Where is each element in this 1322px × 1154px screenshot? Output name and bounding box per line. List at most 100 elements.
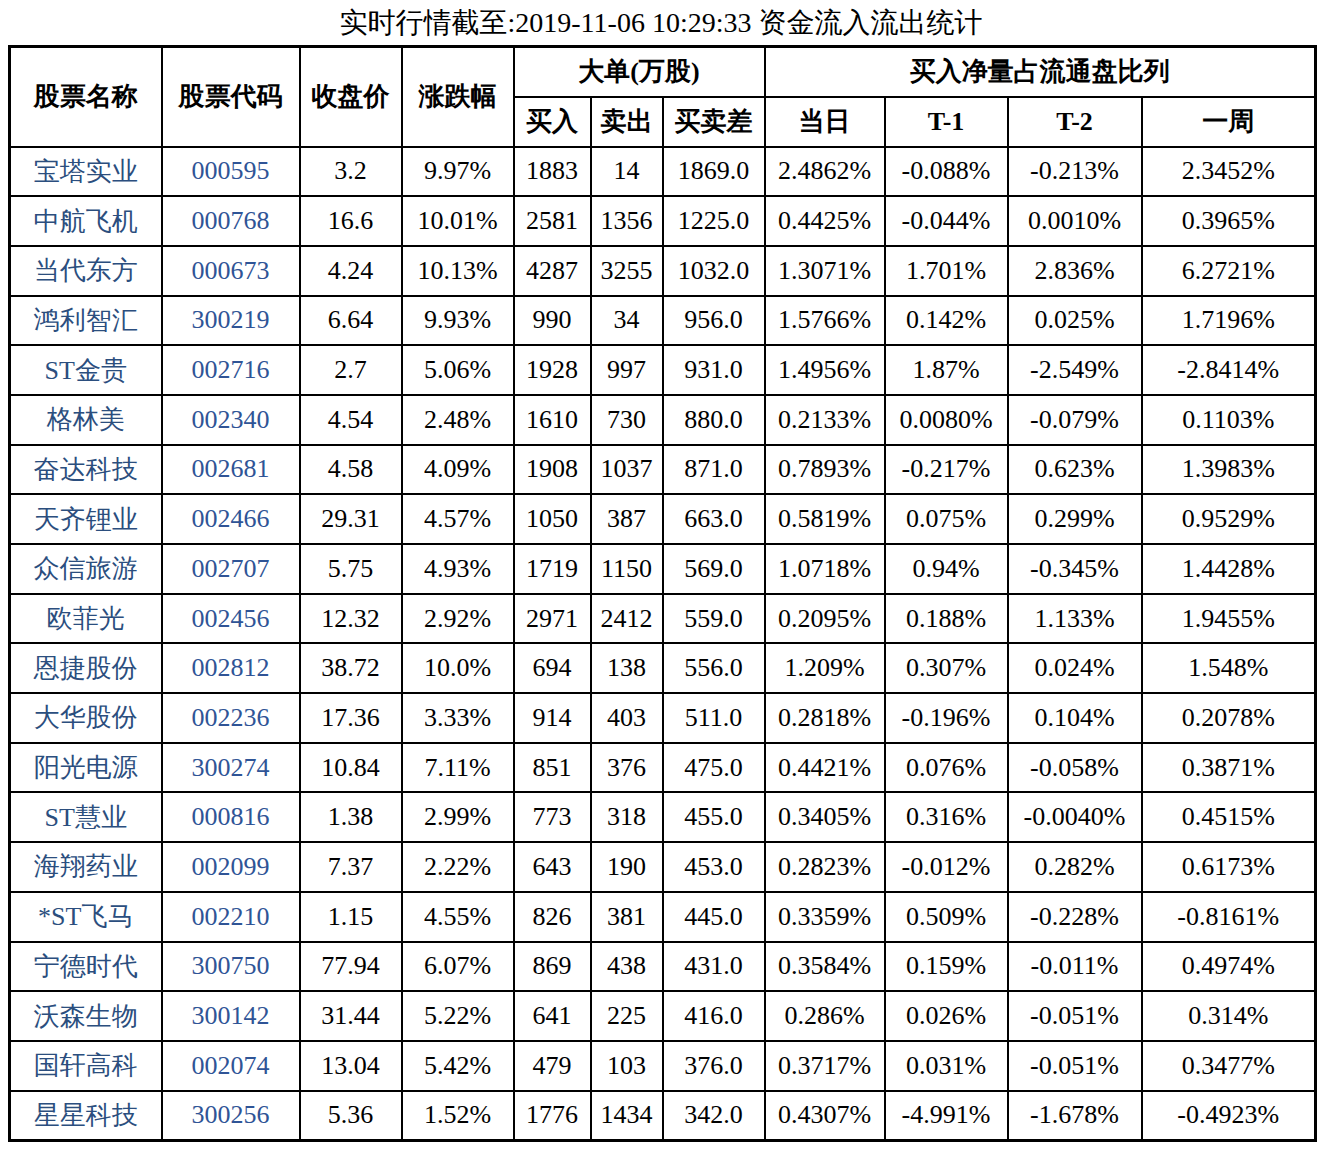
ratio-day-cell: 0.3717% xyxy=(765,1041,885,1091)
buy-sell-diff-cell: 445.0 xyxy=(663,892,765,942)
large-sell-cell: 438 xyxy=(591,942,663,992)
stock-code-cell: 002707 xyxy=(162,544,300,594)
stock-name-cell: 海翔药业 xyxy=(10,842,162,892)
large-sell-cell: 1356 xyxy=(591,196,663,246)
large-sell-cell: 997 xyxy=(591,345,663,395)
table-row: 中航飞机00076816.610.01%258113561225.00.4425… xyxy=(10,196,1316,246)
change-percent-cell: 3.33% xyxy=(402,693,514,743)
stock-code-cell: 002074 xyxy=(162,1041,300,1091)
stock-name-cell: 宁德时代 xyxy=(10,942,162,992)
stock-code-cell: 002210 xyxy=(162,892,300,942)
page: 实时行情截至:2019-11-06 10:29:33 资金流入流出统计 股票名称… xyxy=(0,0,1322,1154)
stock-name-cell: 阳光电源 xyxy=(10,743,162,793)
change-percent-cell: 10.0% xyxy=(402,643,514,693)
stock-code-cell: 002466 xyxy=(162,494,300,544)
ratio-t1-cell: 0.307% xyxy=(885,643,1008,693)
table-row: *ST飞马0022101.154.55%826381445.00.3359%0.… xyxy=(10,892,1316,942)
buy-sell-diff-cell: 1032.0 xyxy=(663,246,765,296)
ratio-week-cell: 0.3965% xyxy=(1142,196,1316,246)
table-row: 阳光电源30027410.847.11%851376475.00.4421%0.… xyxy=(10,743,1316,793)
stock-name-cell: 国轩高科 xyxy=(10,1041,162,1091)
close-price-cell: 38.72 xyxy=(300,643,402,693)
buy-sell-diff-cell: 455.0 xyxy=(663,792,765,842)
ratio-t1-cell: 0.0080% xyxy=(885,395,1008,445)
stock-name-cell: 恩捷股份 xyxy=(10,643,162,693)
table-row: 沃森生物30014231.445.22%641225416.00.286%0.0… xyxy=(10,991,1316,1041)
large-buy-cell: 869 xyxy=(514,942,591,992)
stock-name-cell: 众信旅游 xyxy=(10,544,162,594)
close-price-cell: 31.44 xyxy=(300,991,402,1041)
ratio-t2-cell: 0.0010% xyxy=(1008,196,1142,246)
stock-name-cell: 星星科技 xyxy=(10,1091,162,1141)
buy-sell-diff-cell: 880.0 xyxy=(663,395,765,445)
change-percent-cell: 5.42% xyxy=(402,1041,514,1091)
table-row: 星星科技3002565.361.52%17761434342.00.4307%-… xyxy=(10,1091,1316,1141)
large-buy-cell: 1908 xyxy=(514,445,591,495)
ratio-day-cell: 0.2095% xyxy=(765,594,885,644)
buy-sell-diff-cell: 559.0 xyxy=(663,594,765,644)
ratio-day-cell: 0.3584% xyxy=(765,942,885,992)
fund-flow-table: 股票名称 股票代码 收盘价 涨跌幅 大单(万股) 买入净量占流通盘比列 买入 卖… xyxy=(8,45,1317,1142)
table-row: 鸿利智汇3002196.649.93%99034956.01.5766%0.14… xyxy=(10,296,1316,346)
col-header-ratio-t2: T-2 xyxy=(1008,97,1142,147)
close-price-cell: 5.36 xyxy=(300,1091,402,1141)
large-sell-cell: 730 xyxy=(591,395,663,445)
col-header-ratio-day: 当日 xyxy=(765,97,885,147)
change-percent-cell: 7.11% xyxy=(402,743,514,793)
buy-sell-diff-cell: 663.0 xyxy=(663,494,765,544)
change-percent-cell: 2.92% xyxy=(402,594,514,644)
large-sell-cell: 381 xyxy=(591,892,663,942)
ratio-t2-cell: -1.678% xyxy=(1008,1091,1142,1141)
buy-sell-diff-cell: 342.0 xyxy=(663,1091,765,1141)
ratio-day-cell: 1.0718% xyxy=(765,544,885,594)
ratio-t1-cell: -0.044% xyxy=(885,196,1008,246)
ratio-t2-cell: -0.011% xyxy=(1008,942,1142,992)
large-buy-cell: 990 xyxy=(514,296,591,346)
col-group-net-buy-ratio: 买入净量占流通盘比列 xyxy=(765,47,1316,97)
ratio-week-cell: -0.4923% xyxy=(1142,1091,1316,1141)
ratio-t1-cell: -0.196% xyxy=(885,693,1008,743)
close-price-cell: 77.94 xyxy=(300,942,402,992)
ratio-week-cell: 1.9455% xyxy=(1142,594,1316,644)
buy-sell-diff-cell: 431.0 xyxy=(663,942,765,992)
change-percent-cell: 10.01% xyxy=(402,196,514,246)
ratio-week-cell: 0.4515% xyxy=(1142,792,1316,842)
large-buy-cell: 773 xyxy=(514,792,591,842)
large-sell-cell: 14 xyxy=(591,147,663,197)
change-percent-cell: 4.57% xyxy=(402,494,514,544)
ratio-t2-cell: -0.051% xyxy=(1008,991,1142,1041)
ratio-week-cell: 1.3983% xyxy=(1142,445,1316,495)
change-percent-cell: 9.93% xyxy=(402,296,514,346)
ratio-day-cell: 0.4307% xyxy=(765,1091,885,1141)
ratio-day-cell: 0.4421% xyxy=(765,743,885,793)
ratio-t2-cell: -0.058% xyxy=(1008,743,1142,793)
ratio-day-cell: 1.209% xyxy=(765,643,885,693)
buy-sell-diff-cell: 376.0 xyxy=(663,1041,765,1091)
ratio-t2-cell: 0.299% xyxy=(1008,494,1142,544)
ratio-week-cell: 1.7196% xyxy=(1142,296,1316,346)
large-buy-cell: 914 xyxy=(514,693,591,743)
change-percent-cell: 4.09% xyxy=(402,445,514,495)
buy-sell-diff-cell: 871.0 xyxy=(663,445,765,495)
ratio-day-cell: 0.3359% xyxy=(765,892,885,942)
ratio-t1-cell: 0.075% xyxy=(885,494,1008,544)
close-price-cell: 29.31 xyxy=(300,494,402,544)
ratio-t1-cell: 0.076% xyxy=(885,743,1008,793)
stock-code-cell: 002456 xyxy=(162,594,300,644)
ratio-week-cell: -0.8161% xyxy=(1142,892,1316,942)
change-percent-cell: 4.55% xyxy=(402,892,514,942)
large-buy-cell: 851 xyxy=(514,743,591,793)
close-price-cell: 17.36 xyxy=(300,693,402,743)
change-percent-cell: 9.97% xyxy=(402,147,514,197)
stock-code-cell: 000673 xyxy=(162,246,300,296)
ratio-week-cell: 0.9529% xyxy=(1142,494,1316,544)
ratio-day-cell: 0.2133% xyxy=(765,395,885,445)
ratio-t2-cell: -0.228% xyxy=(1008,892,1142,942)
buy-sell-diff-cell: 453.0 xyxy=(663,842,765,892)
change-percent-cell: 10.13% xyxy=(402,246,514,296)
table-body: 宝塔实业0005953.29.97%1883141869.02.4862%-0.… xyxy=(10,147,1316,1141)
buy-sell-diff-cell: 416.0 xyxy=(663,991,765,1041)
close-price-cell: 12.32 xyxy=(300,594,402,644)
table-row: 格林美0023404.542.48%1610730880.00.2133%0.0… xyxy=(10,395,1316,445)
ratio-week-cell: 0.1103% xyxy=(1142,395,1316,445)
